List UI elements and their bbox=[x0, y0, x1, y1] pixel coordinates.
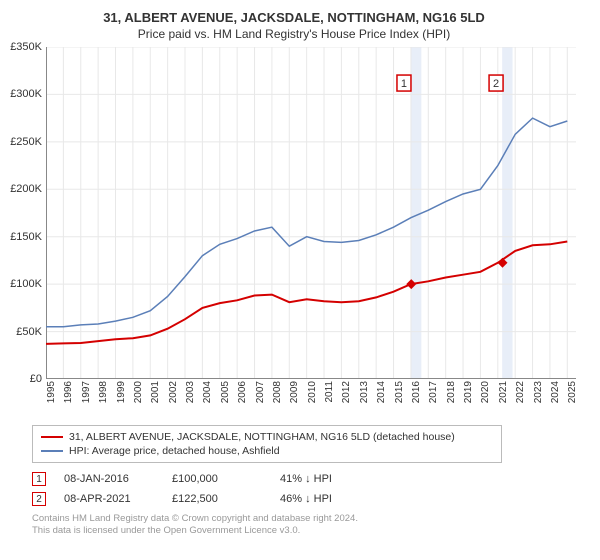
legend-swatch bbox=[41, 450, 63, 452]
footer-line: Contains HM Land Registry data © Crown c… bbox=[32, 513, 580, 525]
svg-text:2: 2 bbox=[493, 78, 499, 90]
marker-date: 08-APR-2021 bbox=[64, 493, 154, 505]
svg-text:1: 1 bbox=[401, 78, 407, 90]
legend-item: 31, ALBERT AVENUE, JACKSDALE, NOTTINGHAM… bbox=[41, 430, 493, 444]
legend-item: HPI: Average price, detached house, Ashf… bbox=[41, 444, 493, 458]
chart-plot: £0£50K£100K£150K£200K£250K£300K£350K 12 bbox=[46, 47, 580, 379]
x-axis-labels: 1995199619971998199920002001200220032004… bbox=[46, 379, 576, 419]
marker-row: 2 08-APR-2021 £122,500 46% ↓ HPI bbox=[32, 489, 580, 509]
marker-price: £100,000 bbox=[172, 473, 262, 485]
footer: Contains HM Land Registry data © Crown c… bbox=[32, 513, 580, 538]
marker-price: £122,500 bbox=[172, 493, 262, 505]
marker-badge: 2 bbox=[32, 492, 46, 506]
chart-subtitle: Price paid vs. HM Land Registry's House … bbox=[8, 27, 580, 41]
chart-title: 31, ALBERT AVENUE, JACKSDALE, NOTTINGHAM… bbox=[8, 10, 580, 25]
marker-date: 08-JAN-2016 bbox=[64, 473, 154, 485]
marker-badge: 1 bbox=[32, 472, 46, 486]
marker-table: 1 08-JAN-2016 £100,000 41% ↓ HPI 2 08-AP… bbox=[32, 469, 580, 509]
legend-swatch bbox=[41, 436, 63, 438]
legend: 31, ALBERT AVENUE, JACKSDALE, NOTTINGHAM… bbox=[32, 425, 502, 463]
legend-label: HPI: Average price, detached house, Ashf… bbox=[69, 445, 280, 457]
footer-line: This data is licensed under the Open Gov… bbox=[32, 525, 580, 537]
legend-label: 31, ALBERT AVENUE, JACKSDALE, NOTTINGHAM… bbox=[69, 431, 455, 443]
marker-pct: 41% ↓ HPI bbox=[280, 473, 370, 485]
marker-pct: 46% ↓ HPI bbox=[280, 493, 370, 505]
marker-row: 1 08-JAN-2016 £100,000 41% ↓ HPI bbox=[32, 469, 580, 489]
